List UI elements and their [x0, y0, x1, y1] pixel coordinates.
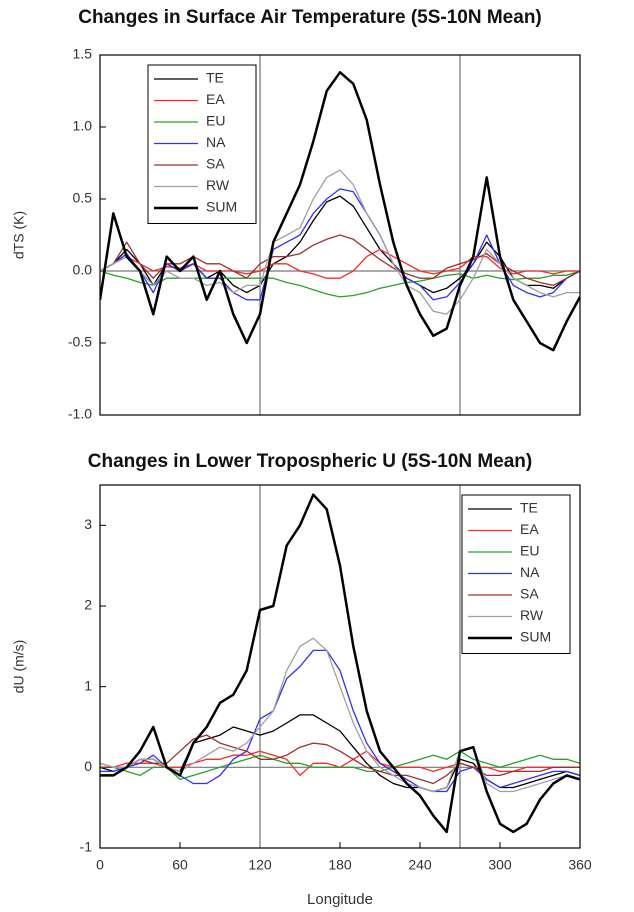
- legend-label: RW: [206, 177, 230, 193]
- legend-label: EA: [520, 521, 539, 537]
- legend-box: [461, 494, 571, 654]
- x-tick-label: 360: [568, 857, 592, 873]
- y-tick-label: 3: [84, 516, 92, 532]
- series-line: [100, 714, 580, 793]
- plot-frame: [99, 54, 581, 416]
- y-tick-label: 0.0: [73, 262, 93, 278]
- x-tick-label: 60: [172, 857, 188, 873]
- legend-label: NA: [206, 134, 226, 150]
- y-axis-label: dTS (K): [11, 211, 27, 259]
- y-tick-label: 1.0: [73, 118, 93, 134]
- legend-label: EU: [206, 113, 225, 129]
- series-line: [100, 169, 580, 315]
- legend-label: SA: [520, 586, 539, 602]
- legend-box: [147, 64, 257, 224]
- x-tick-label: 0: [96, 857, 104, 873]
- x-axis-label: Longitude: [307, 891, 373, 908]
- x-tick-label: 300: [488, 857, 512, 873]
- plot-frame: [99, 484, 581, 849]
- legend-label: TE: [206, 70, 224, 86]
- x-tick-label: 180: [328, 857, 352, 873]
- y-tick-label: 1.5: [73, 46, 93, 62]
- legend-label: SA: [206, 156, 225, 172]
- series-line: [100, 71, 580, 352]
- legend-label: SUM: [520, 629, 551, 645]
- x-tick-label: 240: [408, 857, 432, 873]
- series-line: [100, 637, 580, 793]
- y-tick-label: -0.5: [68, 334, 92, 350]
- legend-label: EU: [520, 543, 539, 559]
- y-tick-label: 0: [84, 758, 92, 774]
- legend-label: TE: [520, 500, 538, 516]
- series-line: [100, 493, 580, 834]
- y-tick-label: -1.0: [68, 406, 92, 422]
- x-tick-label: 120: [248, 857, 272, 873]
- chart-title: Changes in Surface Air Temperature (5S-1…: [78, 7, 542, 28]
- series-line: [100, 248, 580, 279]
- y-tick-label: -1: [80, 839, 93, 855]
- y-tick-label: 0.5: [73, 190, 93, 206]
- y-axis-label: dU (m/s): [11, 640, 27, 694]
- legend-label: NA: [520, 564, 540, 580]
- series-line: [100, 734, 580, 785]
- chart-title: Changes in Lower Tropospheric U (5S-10N …: [88, 451, 532, 472]
- legend-label: SUM: [206, 199, 237, 215]
- series-line: [100, 750, 580, 781]
- legend-label: RW: [520, 607, 544, 623]
- legend-label: EA: [206, 91, 225, 107]
- y-tick-label: 1: [84, 677, 92, 693]
- y-tick-label: 2: [84, 597, 92, 613]
